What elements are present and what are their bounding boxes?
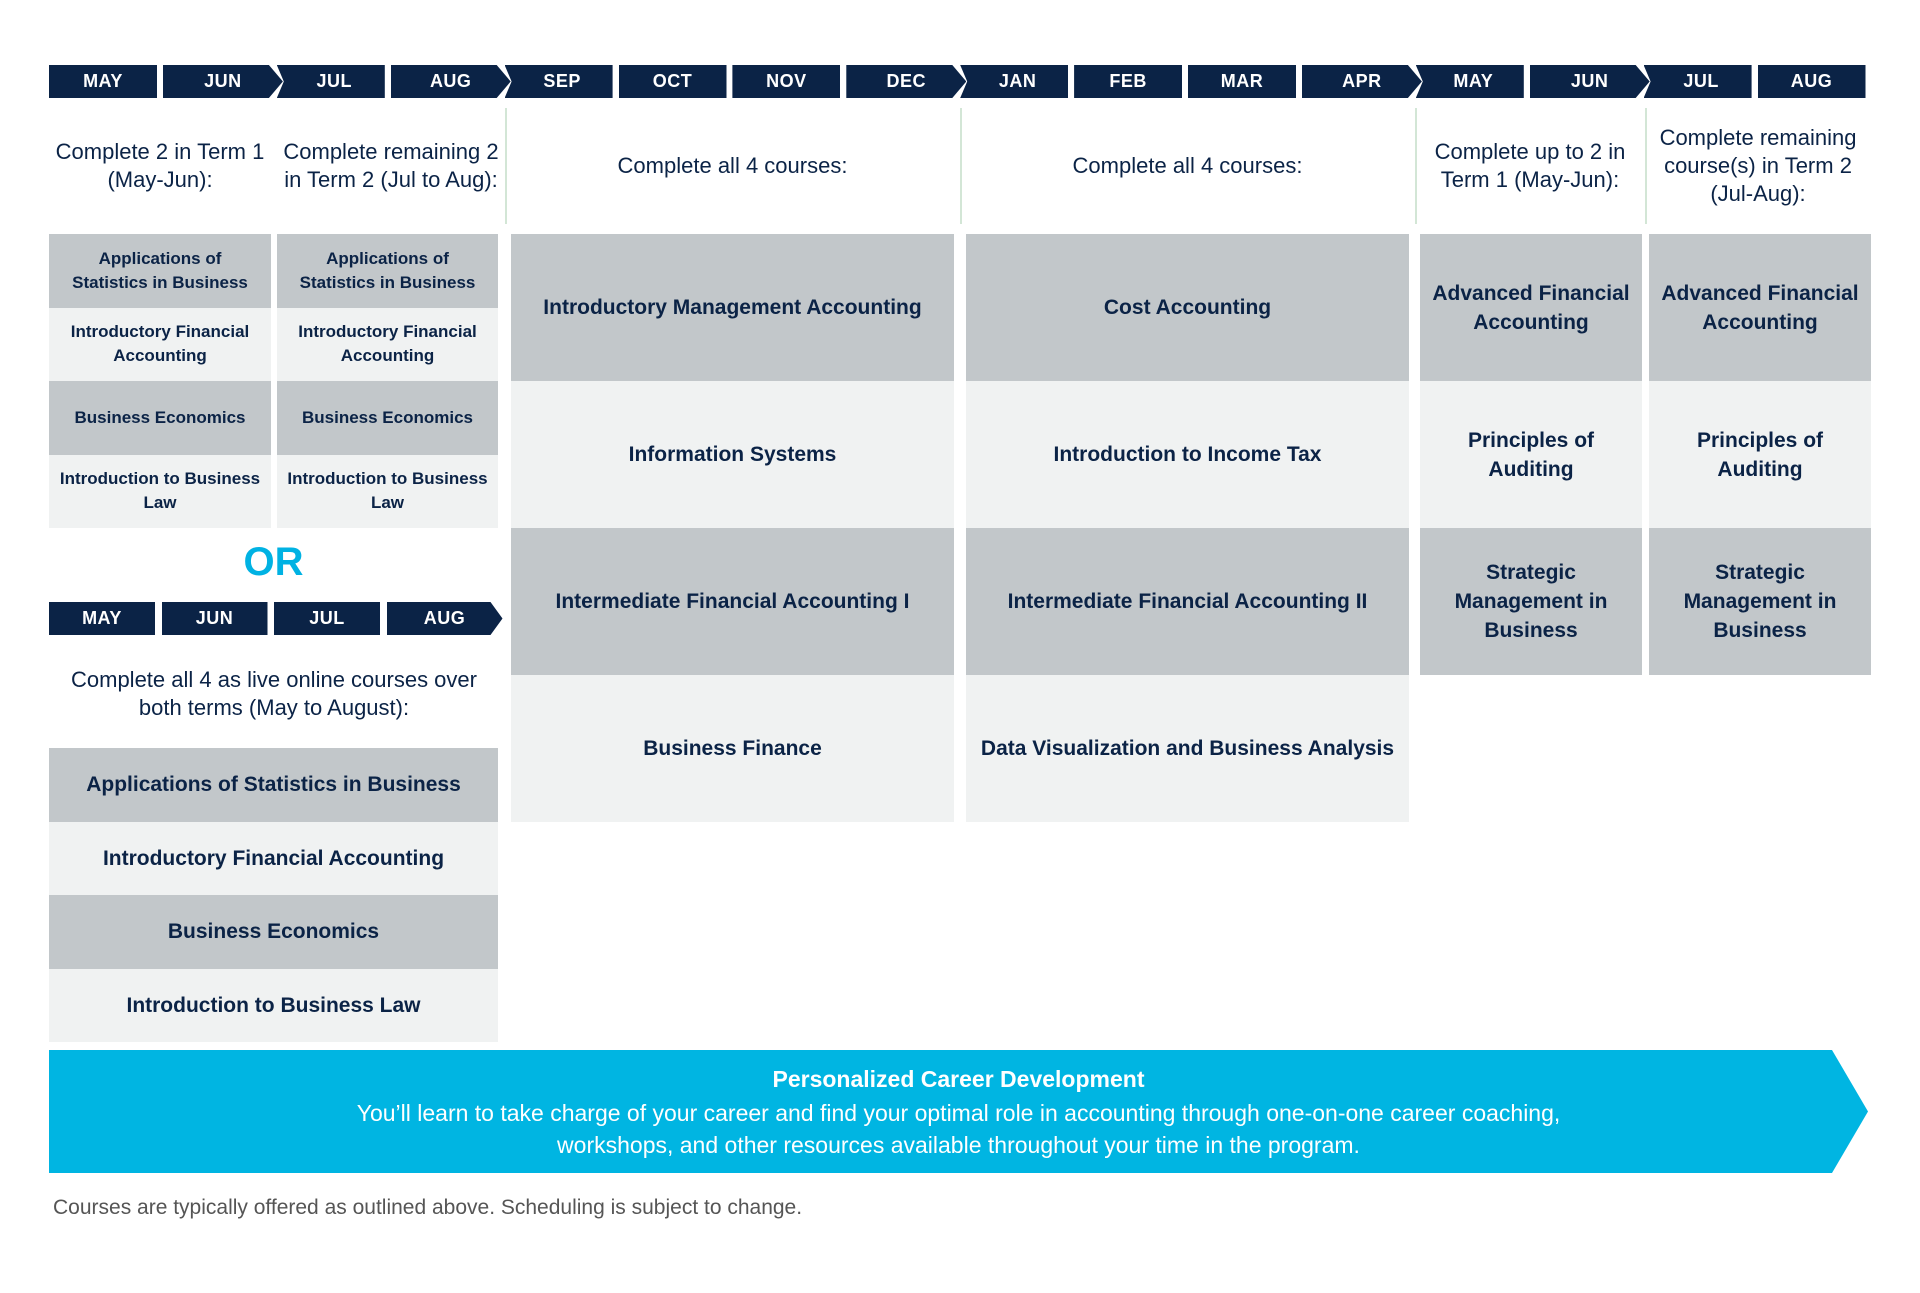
course-cell: Intermediate Financial Accounting I [511, 528, 954, 675]
course-cell: Information Systems [511, 381, 954, 528]
course-cell: Principles of Auditing [1649, 381, 1871, 528]
month-label: OCT [618, 65, 727, 98]
course-cell: Principles of Auditing [1420, 381, 1642, 528]
month-label: FEB [1074, 65, 1183, 98]
term-divider [505, 108, 507, 224]
course-cell: Introduction to Income Tax [966, 381, 1409, 528]
course-cell: Strategic Management in Business [1420, 528, 1642, 675]
course-cell: Data Visualization and Business Analysis [966, 675, 1409, 822]
term-instructions: Complete remaining 2 in Term 2 (Jul to A… [283, 139, 499, 192]
course-cell: Introductory Financial Accounting [277, 307, 498, 381]
online-option-instructions: Complete all 4 as live online courses ov… [71, 667, 477, 720]
course-cell: Advanced Financial Accounting [1649, 234, 1871, 381]
course-cell: Introduction to Business Law [49, 968, 498, 1042]
month-label: AUG [1757, 65, 1866, 98]
month-label: JUL [276, 65, 385, 98]
banner-title: Personalized Career Development [772, 1066, 1145, 1092]
month-label: NOV [732, 65, 841, 98]
course-cell: Introductory Financial Accounting [49, 307, 271, 381]
term-instructions: Complete remaining course(s) in Term 2 (… [1659, 125, 1857, 206]
term-instructions: Complete all 4 courses: [1072, 153, 1303, 178]
month-label: JUL [274, 602, 380, 635]
course-cell: Strategic Management in Business [1649, 528, 1871, 675]
course-cell: Business Economics [49, 895, 498, 969]
term-divider [1415, 108, 1417, 224]
course-cell: Intermediate Financial Accounting II [966, 528, 1409, 675]
course-cell: Applications of Statistics in Business [49, 234, 271, 308]
course-cell: Applications of Statistics in Business [49, 748, 498, 822]
footnote: Courses are typically offered as outline… [53, 1196, 803, 1219]
course-cell: Cost Accounting [966, 234, 1409, 381]
course-cell: Introductory Management Accounting [511, 234, 954, 381]
term-divider [960, 108, 962, 224]
career-development-banner: Personalized Career Development You’ll le… [49, 1050, 1868, 1173]
course-cell: Advanced Financial Accounting [1420, 234, 1642, 381]
term-instructions: Complete up to 2 in Term 1 (May-Jun): [1434, 139, 1626, 192]
month-label: AUG [386, 602, 503, 635]
month-label: JUN [161, 602, 268, 635]
course-cell: Business Economics [277, 381, 498, 455]
month-label: AUG [390, 65, 511, 98]
course-cell: Business Finance [511, 675, 954, 822]
course-cell: Applications of Statistics in Business [277, 234, 498, 308]
term-divider [1645, 108, 1647, 224]
month-label: JUN [162, 65, 283, 98]
month-label: DEC [846, 65, 967, 98]
month-label: APR [1301, 65, 1422, 98]
month-label: JUL [1643, 65, 1752, 98]
month-label: SEP [504, 65, 613, 98]
term-instructions: Complete all 4 courses: [617, 153, 848, 178]
course-cell: Introduction to Business Law [277, 454, 498, 528]
or-label: OR [243, 540, 304, 584]
month-label: MAY [49, 602, 155, 635]
course-cell: Introduction to Business Law [49, 454, 271, 528]
month-label: MAY [1415, 65, 1524, 98]
month-label: MAY [49, 65, 157, 98]
course-cell: Introductory Financial Accounting [49, 821, 498, 895]
month-label: JAN [960, 65, 1069, 98]
month-label: JUN [1529, 65, 1650, 98]
banner-description: You’ll learn to take charge of your care… [356, 1100, 1561, 1158]
course-cell: Business Economics [49, 381, 271, 455]
month-label: MAR [1188, 65, 1296, 98]
term-instructions: Complete 2 in Term 1 (May-Jun): [55, 139, 265, 192]
